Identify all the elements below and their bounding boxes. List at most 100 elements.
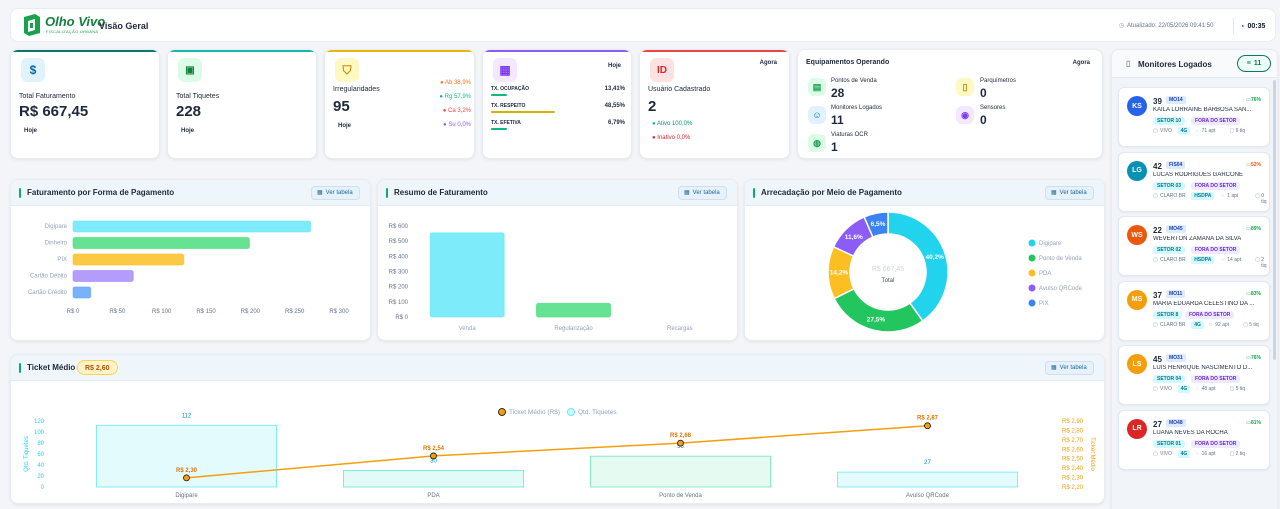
monitor-card[interactable]: KS 39 MO14 ▭ 76% KAILA LORRAINE BARBOSA SAN..… [1118,87,1270,147]
category-label: Dinheiro [45,241,68,247]
bar[interactable] [72,270,134,282]
ver-tabela-button[interactable]: ▦ Ver tabela [311,186,360,200]
button-label: Ver tabela [1059,365,1087,371]
table-icon: ▦ [1051,190,1057,196]
line-point[interactable] [430,452,437,460]
shield-icon: ⛉ [335,58,359,82]
line-point[interactable] [183,474,190,482]
section-forma-pagamento: Faturamento por Forma de Pagamento ▦ Ver … [10,179,371,341]
inativo-value: Inativo 0,0% [657,135,691,141]
tiq-label: 0 tiq [1261,192,1267,205]
donut-center-label: Total [882,278,895,284]
monitor-code: MO11 [1166,289,1186,298]
monitor-code: MO14 [1166,96,1186,104]
section-ticket-medio: Ticket Médio R$ 2,60 ▦ Ver tabela Ticket … [10,354,1105,504]
signal-icon: ▢ [1153,386,1158,392]
apt-label: 71 apt [1201,128,1216,134]
bar[interactable] [590,455,771,488]
monitores-scrollbar[interactable] [1273,80,1276,360]
bar[interactable] [536,302,611,318]
line-point[interactable] [924,422,931,430]
bar[interactable] [72,237,250,249]
operadora-label: CLARO BR [1160,321,1186,328]
ver-tabela-button[interactable]: ▦ Ver tabela [678,186,727,200]
pie-slice[interactable] [833,287,924,333]
parking-meter-icon: ▯ [956,78,974,96]
y2-tick-label: R$ 2,20 [1062,485,1084,491]
refresh-timer[interactable]: ◔ 00:35 [1233,18,1271,34]
signal-icon: ▢ [1153,321,1158,328]
monitor-code: MO31 [1166,354,1186,362]
equip-period: Agora [1072,60,1090,66]
list-icon: ≡ [1246,60,1251,67]
monitor-card[interactable]: LR 27 MO48 ▭ 81% LUANA NEVES DA ROCHA SETOR 01… [1118,409,1270,470]
category-label: Digipare [175,493,198,499]
setor-tag: SETOR 04 [1153,375,1186,383]
users-icon: ☺ [808,106,826,124]
section-title: Ticket Médio [27,363,76,372]
apt-label: 92 apt [1215,321,1230,328]
battery-percent: 76% [1250,97,1261,103]
bar[interactable] [343,470,524,488]
battery-icon: ▭ [1246,226,1251,232]
pie-slice[interactable] [887,211,949,323]
monitor-card[interactable]: WS 22 MO45 ▭ 89% WEVERTON ZAMANA DA SILVA SETO… [1118,216,1270,276]
taxa-track [491,111,555,113]
y-tick-label: R$ 500 [389,239,409,245]
bar[interactable] [72,220,312,233]
rede-tag: 4G [1191,320,1204,329]
pie-slice[interactable] [863,211,889,239]
signal-icon: ▢ [1153,128,1158,134]
donut-center-value: R$ 667,45 [872,266,904,273]
taxa-value: 13,41% [604,86,625,92]
monitores-count-badge[interactable]: ≡ 11 [1237,55,1271,72]
section-header: Ticket Médio [11,355,1104,381]
y-tick-label: R$ 600 [389,224,409,230]
bar[interactable] [72,286,92,299]
resumo-faturamento-chart: R$ 600 R$ 500 R$ 400 R$ 300 R$ 200 R$ 100 R$ 0… [389,224,693,332]
kpi-taxas: ▦ Hoje TX. OCUPAÇÃO 13,41% TX. RESPEITO 48,… [482,49,632,159]
battery-icon: ▭ [1246,419,1251,426]
timer-value: 00:35 [1247,22,1266,30]
ticket-small-icon: ▢ [1255,257,1260,263]
apt-icon: ◌ [1209,321,1213,328]
line-value-label: R$ 2,68 [670,433,692,439]
monitor-code: FIS04 [1166,160,1186,169]
y-tick-label: 80 [37,441,44,447]
monitor-card[interactable]: LG 42 FIS04 ▭ 52% LUCAS RODRIGUES GARCONE SETO… [1118,151,1270,212]
kpi-period: Hoje [24,128,38,134]
legend-label: Ticket Médio (R$) [509,409,560,416]
y-tick-label: 120 [34,419,45,425]
battery-icon: ▭ [1246,161,1251,168]
line-value-label: R$ 2,54 [423,446,445,452]
monitor-number: 39 [1153,97,1162,106]
legend-label: Digipare [1039,241,1062,247]
page-title: Visão Geral [99,21,149,31]
y2-tick-label: R$ 2,50 [1062,457,1084,463]
bar[interactable] [837,471,1018,488]
monitor-card[interactable]: LS 45 MO31 ▭ 76% LUIS HENRIQUE NASCIMENTO D..… [1118,345,1270,405]
setor-tag: SETOR 8 [1153,310,1183,319]
equip-title: Equipamentos Operando [806,59,890,66]
battery-percent: 76% [1250,355,1261,361]
apt-label: 1 apt [1227,192,1239,199]
equipamentos-operando: Equipamentos Operando Agora ▤ Pontos de … [797,49,1103,159]
ver-tabela-button[interactable]: ▦ Ver tabela [1045,186,1094,200]
line-point[interactable] [677,439,684,447]
kpi-label: Usuário Cadastrado [648,86,711,93]
status-dot: ● [440,80,445,86]
apt-label: 48 apt [1201,386,1216,392]
bar[interactable] [72,253,185,266]
car-icon: ◍ [808,134,826,152]
apt-label: 16 apt [1201,450,1216,457]
bar[interactable] [429,232,505,318]
monitor-card[interactable]: MS 37 MO11 ▭ 83% MARIA EDUARDA CELESTINO DA .… [1118,280,1270,341]
monitor-number: 22 [1153,226,1162,235]
inativo-stat: ● Inativo 0,0% [652,135,691,141]
taxa-value: 48,55% [604,103,625,109]
legend-label: Ponto de Venda [1039,256,1082,262]
ver-tabela-button[interactable]: ▦ Ver tabela [1045,361,1094,375]
button-label: Ver tabela [325,190,353,196]
y-tick-label: 40 [37,463,44,469]
id-card-icon: ID [650,58,674,82]
